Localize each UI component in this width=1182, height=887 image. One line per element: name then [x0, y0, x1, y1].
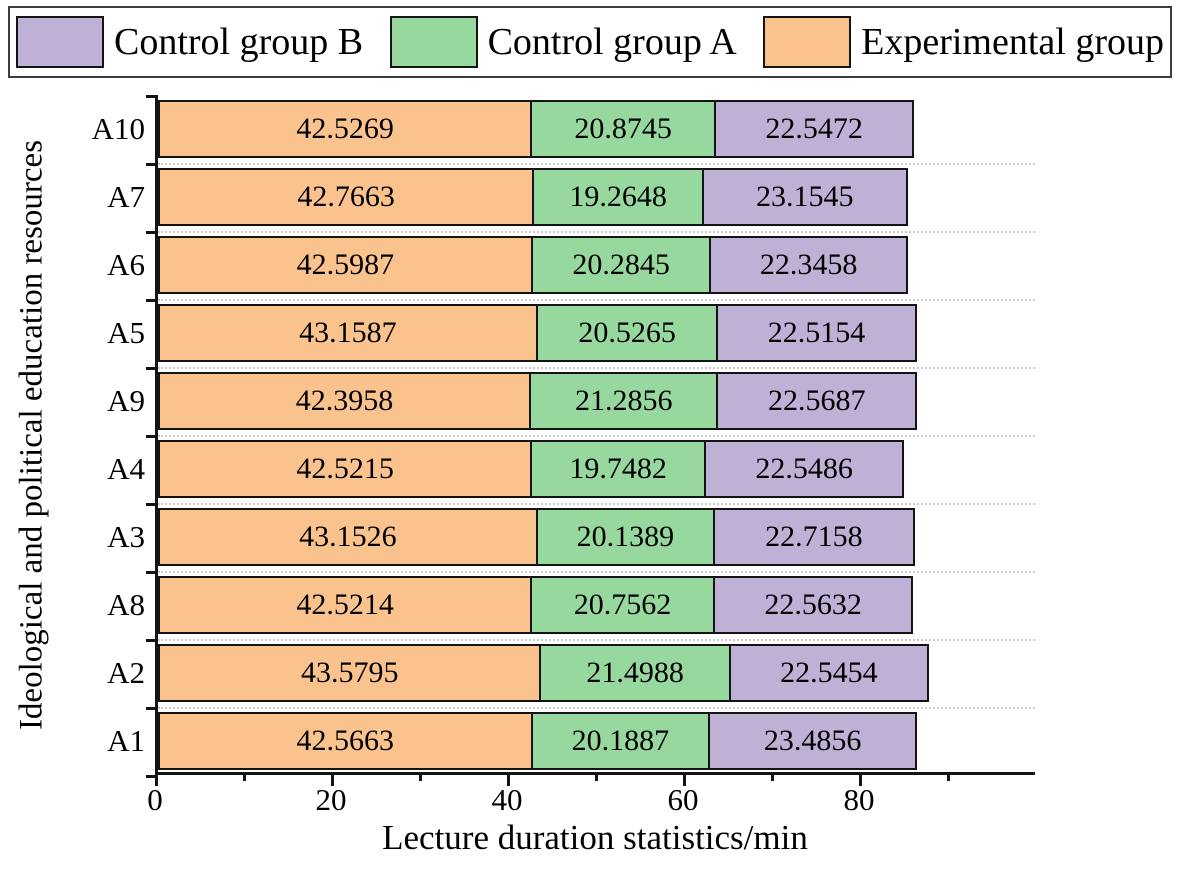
- gridline: [158, 639, 1035, 641]
- x-tick-label-60: 60: [667, 782, 699, 817]
- gridline: [158, 231, 1035, 233]
- legend-swatch: [763, 16, 852, 68]
- gridline: [158, 503, 1035, 505]
- legend-swatch: [389, 16, 478, 68]
- legend: Control group B Control group A Experiment…: [8, 6, 1172, 78]
- x-tick-label-20: 20: [315, 782, 347, 817]
- y-tick-label-a3: A3: [107, 519, 145, 554]
- bar-segment-a8-control-group-b: 22.5632: [712, 576, 914, 634]
- plot-area: 42.5269 20.8745 22.5472 42.7663 19.2648 23.15…: [155, 95, 1035, 775]
- gridline: [158, 163, 1035, 165]
- bar-segment-a7-experimental-group: 42.7663: [158, 168, 535, 226]
- x-tick-label-80: 80: [843, 782, 875, 817]
- x-axis-tick-minor: [771, 775, 774, 781]
- bar-segment-a3-experimental-group: 43.1526: [158, 508, 538, 566]
- legend-item-control-group-b: Control group B: [16, 16, 363, 68]
- legend-item-control-group-a: Control group A: [389, 16, 737, 68]
- bar-segment-a4-experimental-group: 42.5215: [158, 440, 533, 498]
- x-axis-tick-major: [331, 775, 334, 786]
- bar-segment-a5-experimental-group: 43.1587: [158, 304, 538, 362]
- bar-segment-a2-control-group-b: 22.5454: [728, 644, 930, 702]
- y-tick-label-a4: A4: [107, 451, 145, 486]
- gridline: [158, 299, 1035, 301]
- y-axis-tick: [146, 775, 155, 778]
- bar-segment-a2-experimental-group: 43.5795: [158, 644, 542, 702]
- bar-segment-a7-control-group-a: 19.2648: [532, 168, 704, 226]
- y-tick-label-a1: A1: [107, 723, 145, 758]
- legend-label: Control group A: [487, 21, 737, 63]
- gridline: [158, 367, 1035, 369]
- x-axis-tick-minor: [595, 775, 598, 781]
- legend-item-experimental-group: Experimental group: [763, 16, 1164, 68]
- y-axis-tick: [146, 95, 155, 98]
- y-tick-label-a2: A2: [107, 655, 145, 690]
- x-axis-tick-minor: [947, 775, 950, 781]
- bar-segment-a3-control-group-a: 20.1389: [535, 508, 715, 566]
- gridline: [158, 571, 1035, 573]
- bar-segment-a10-control-group-a: 20.8745: [530, 100, 716, 158]
- bar-segment-a6-control-group-a: 20.2845: [530, 236, 712, 294]
- bar-segment-a9-control-group-b: 22.5687: [716, 372, 917, 430]
- bar-segment-a4-control-group-b: 22.5486: [703, 440, 905, 498]
- y-axis-tick: [146, 367, 155, 370]
- legend-swatch: [16, 16, 104, 68]
- bar-segment-a6-control-group-b: 22.3458: [709, 236, 908, 294]
- bar-segment-a10-experimental-group: 42.5269: [158, 100, 533, 158]
- y-tick-label-a6: A6: [107, 247, 145, 282]
- x-axis-tick-minor: [243, 775, 246, 781]
- y-tick-label-a10: A10: [91, 111, 145, 146]
- bar-segment-a10-control-group-b: 22.5472: [713, 100, 915, 158]
- bar-segment-a8-experimental-group: 42.5214: [158, 576, 533, 634]
- legend-label: Control group B: [114, 21, 364, 63]
- y-axis-tick: [146, 639, 155, 642]
- x-axis-tick-major: [683, 775, 686, 786]
- y-tick-label-a5: A5: [107, 315, 145, 350]
- bar-segment-a9-control-group-a: 21.2856: [529, 372, 719, 430]
- y-tick-label-a7: A7: [107, 179, 145, 214]
- bar-segment-a1-control-group-a: 20.1887: [530, 712, 711, 770]
- x-tick-label-0: 0: [147, 782, 163, 817]
- bar-segment-a5-control-group-b: 22.5154: [716, 304, 917, 362]
- x-axis-tick-minor: [419, 775, 422, 781]
- y-axis-tick: [146, 571, 155, 574]
- bar-segment-a1-control-group-b: 23.4856: [708, 712, 917, 770]
- bar-segment-a4-control-group-a: 19.7482: [530, 440, 706, 498]
- legend-label: Experimental group: [861, 21, 1164, 63]
- bar-segment-a6-experimental-group: 42.5987: [158, 236, 533, 294]
- x-axis-tick-major: [507, 775, 510, 786]
- bar-segment-a2-control-group-a: 21.4988: [539, 644, 731, 702]
- y-axis-tick: [146, 435, 155, 438]
- y-axis-tick: [146, 707, 155, 710]
- gridline: [158, 435, 1035, 437]
- y-axis-tick: [146, 163, 155, 166]
- bar-segment-a1-experimental-group: 42.5663: [158, 712, 533, 770]
- bar-segment-a5-control-group-a: 20.5265: [535, 304, 719, 362]
- y-tick-label-a8: A8: [107, 587, 145, 622]
- y-tick-label-a9: A9: [107, 383, 145, 418]
- y-axis-tick: [146, 299, 155, 302]
- gridline: [158, 707, 1035, 709]
- y-axis-tick: [146, 503, 155, 506]
- x-axis-title: Lecture duration statistics/min: [382, 818, 808, 857]
- bar-segment-a7-control-group-b: 23.1545: [701, 168, 908, 226]
- x-axis-tick-major: [155, 775, 158, 786]
- x-axis-tick-major: [859, 775, 862, 786]
- bar-segment-a9-experimental-group: 42.3958: [158, 372, 532, 430]
- bar-segment-a3-control-group-b: 22.7158: [712, 508, 915, 566]
- x-tick-label-40: 40: [491, 782, 523, 817]
- bar-segment-a8-control-group-a: 20.7562: [530, 576, 715, 634]
- y-axis-tick: [146, 231, 155, 234]
- y-axis-title: Ideological and political education reso…: [13, 139, 50, 731]
